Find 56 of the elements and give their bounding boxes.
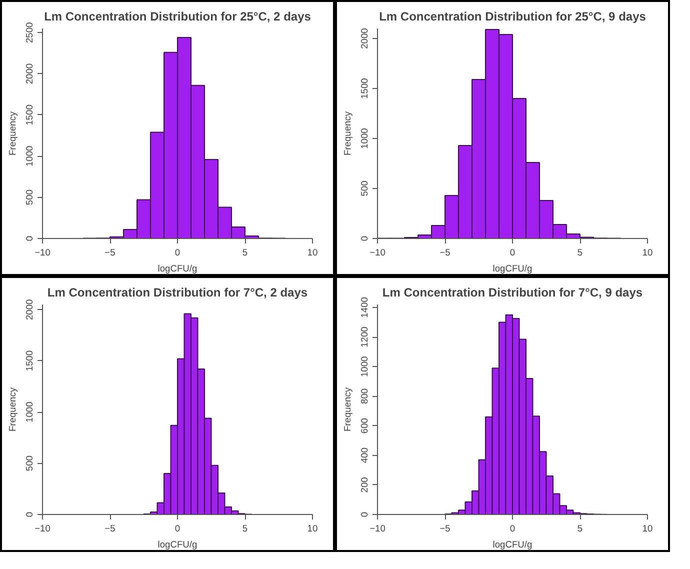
x-tick-label: −10 [34,248,50,258]
x-tick-label: 0 [510,524,516,534]
x-tick-label: 5 [242,524,248,534]
x-tick-label: 10 [642,524,653,534]
chart-title: Lm Concentration Distribution for 7°C, 2 days [47,286,308,300]
y-tick-label: 1000 [360,356,370,377]
chart-title: Lm Concentration Distribution for 7°C, 9 days [382,286,643,300]
y-tick-label: 800 [360,388,370,404]
x-tick-label: 5 [577,524,583,534]
y-axis-title: Frequency [8,387,18,432]
y-axis-title: Frequency [342,387,352,432]
x-tick-label: −5 [440,524,450,534]
y-tick-label: 200 [360,477,370,493]
x-tick-label: −10 [370,524,386,534]
y-tick-label: 0 [24,512,34,518]
x-axis-title: logCFU/g [492,264,532,274]
y-tick-label: 1500 [24,350,34,372]
x-tick-label: −10 [34,524,50,534]
x-tick-label: 5 [577,248,583,258]
y-tick-label: 600 [360,418,370,434]
y-tick-label: 500 [24,455,34,472]
x-tick-label: −5 [440,248,450,258]
x-tick-label: 5 [242,248,248,258]
x-tick-label: 10 [642,248,653,258]
y-tick-label: 1500 [24,104,34,126]
y-axis-title: Frequency [8,111,18,156]
y-tick-label: 1000 [24,146,34,167]
x-tick-label: 10 [307,248,318,258]
x-axis-title: logCFU/g [492,540,532,550]
chart-title: Lm Concentration Distribution for 25°C, 2 days [44,10,312,24]
y-tick-label: 2500 [24,22,34,43]
y-axis-title: Frequency [342,111,352,156]
y-tick-label: 500 [360,180,370,196]
x-tick-label: −5 [104,524,116,534]
chart-title: Lm Concentration Distribution for 25°C, 9 days [379,10,646,24]
y-tick-label: 1200 [360,326,370,348]
y-tick-label: 0 [360,236,370,242]
x-tick-label: −5 [104,248,116,258]
x-tick-label: 0 [510,248,516,258]
y-tick-label: 1500 [360,78,370,99]
x-axis-title: logCFU/g [158,264,198,274]
x-tick-label: 0 [174,248,180,258]
x-tick-label: −10 [370,248,386,258]
y-tick-label: 2000 [24,299,34,320]
y-tick-label: 2000 [360,28,370,49]
y-tick-label: 1000 [24,402,34,422]
x-axis-title: logCFU/g [158,540,198,550]
y-tick-label: 1000 [360,128,370,149]
x-tick-label: 10 [307,524,318,534]
y-tick-label: 400 [360,448,370,464]
y-tick-label: 500 [24,190,34,206]
x-tick-label: 0 [174,524,180,534]
y-tick-label: 0 [24,236,34,242]
y-tick-label: 0 [360,512,370,518]
y-tick-label: 1400 [360,297,370,318]
y-tick-label: 2000 [24,63,34,84]
